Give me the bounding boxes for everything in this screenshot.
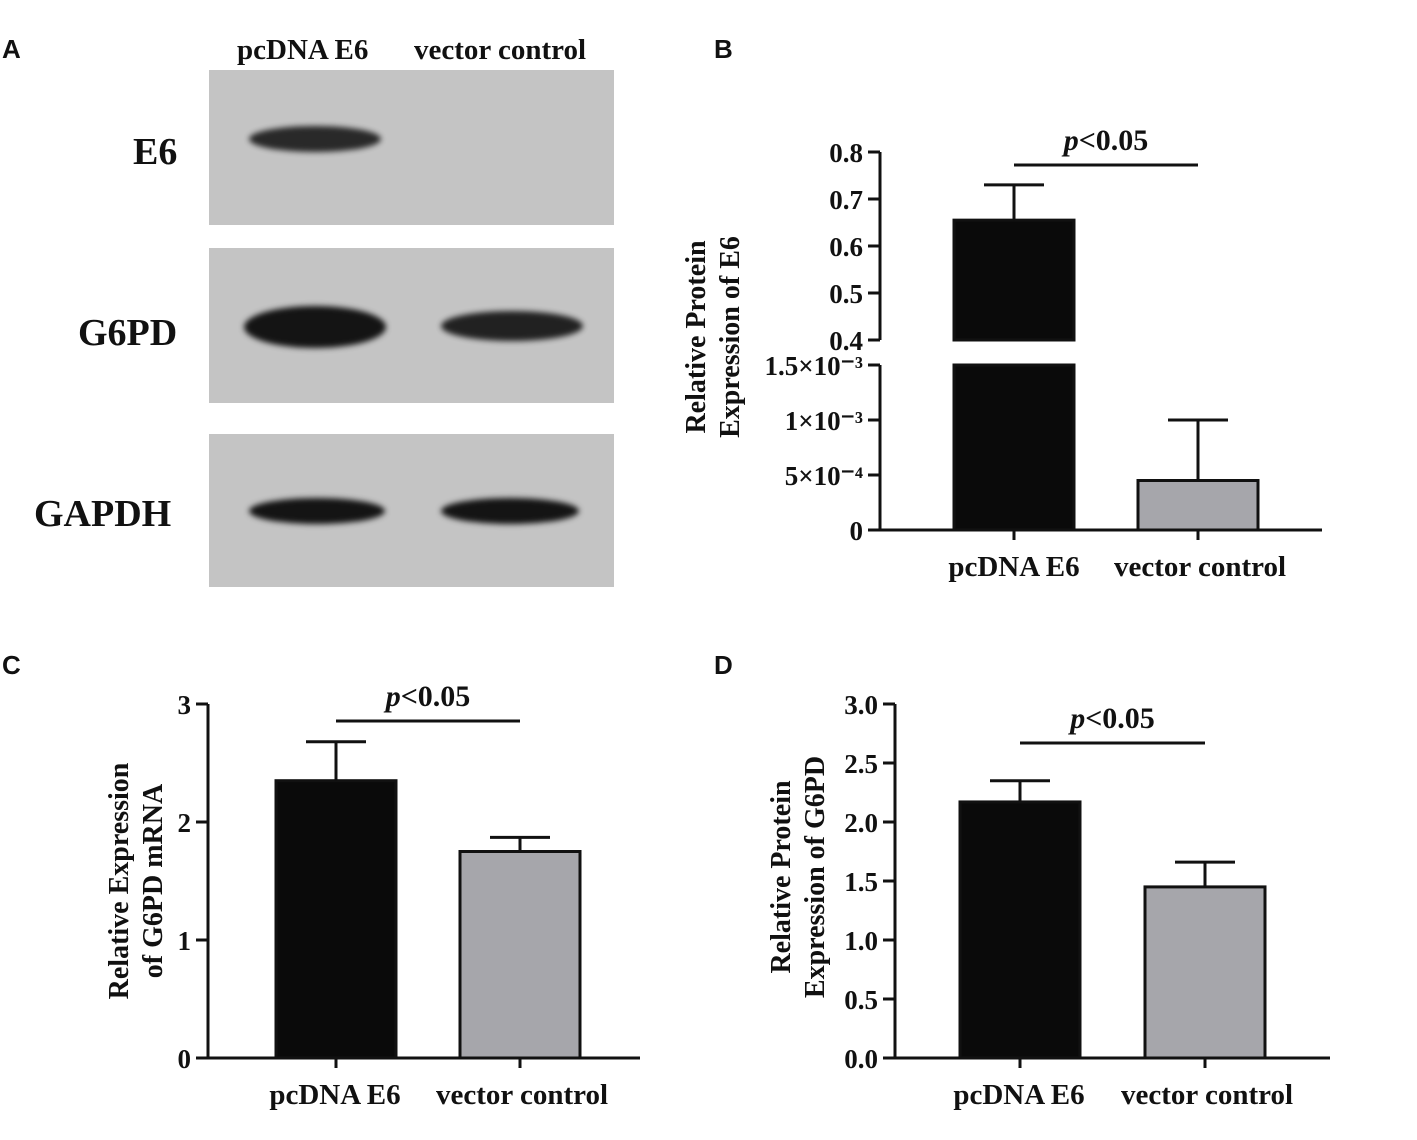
y-axis-label: Relative Protein Expression of E6 xyxy=(681,236,746,438)
band-g6pd-pcdna-e6 xyxy=(244,306,386,348)
panel-letter-d: D xyxy=(714,650,733,680)
x-tick-label: vector control xyxy=(436,1079,608,1111)
y-tick-label: 2.0 xyxy=(844,808,878,838)
bar-vector-control xyxy=(1143,885,1267,1060)
y-tick-label: 0.6 xyxy=(829,232,863,262)
y-tick-label: 0.8 xyxy=(829,138,863,168)
y-tick-label: 0.7 xyxy=(829,185,863,215)
p-value-label: p<0.05 xyxy=(1067,702,1155,735)
lane-label-vector-control: vector control xyxy=(414,34,587,66)
band-gapdh-pcdna-e6 xyxy=(249,498,385,524)
blot-strip-e6 xyxy=(209,70,614,225)
lane-label-pcdna-e6: pcDNA E6 xyxy=(237,34,369,66)
y-tick-label: 3.0 xyxy=(844,690,878,720)
y-tick-label: 1.5 xyxy=(844,867,878,897)
x-tick-label: vector control xyxy=(1121,1079,1293,1111)
y-tick-label: 0 xyxy=(178,1044,192,1074)
y-tick-label: 5×10⁻⁴ xyxy=(785,461,863,491)
y-axis-label: Relative Expression of G6PD mRNA xyxy=(104,762,169,999)
y-tick-label: 0.0 xyxy=(844,1044,878,1074)
row-label-g6pd: G6PD xyxy=(78,312,178,354)
bar-pcdna-e6-lower xyxy=(952,363,1076,532)
blot-strip-g6pd xyxy=(209,248,614,403)
chart-b: 0 5×10⁻⁴ 1×10⁻³ 1.5×10⁻³0.4 0.5 0.6 0.7 0.8 pcDN… xyxy=(681,124,1322,583)
blot-strip-gapdh xyxy=(209,434,614,587)
y-tick-label: 0.5 xyxy=(829,279,863,309)
y-tick-label: 0.4 xyxy=(829,326,863,356)
y-tick-label: 1 xyxy=(178,926,192,956)
chart-d: 0.0 0.5 1.0 1.5 2.0 2.5 3.0 pcDNA E6 vector cont… xyxy=(766,690,1330,1111)
x-tick-label: pcDNA E6 xyxy=(948,551,1079,583)
y-tick-label: 1×10⁻³ xyxy=(785,406,863,436)
panel-letter-c: C xyxy=(2,650,21,680)
x-tick-label: pcDNA E6 xyxy=(953,1079,1084,1111)
y-tick-label: 2 xyxy=(178,808,192,838)
band-e6-pcdna-e6 xyxy=(249,126,381,152)
y-tick-label: 0 xyxy=(850,516,864,546)
bar-vector-control xyxy=(458,850,582,1060)
y-tick-label: 2.5 xyxy=(844,749,878,779)
x-tick-label: pcDNA E6 xyxy=(269,1079,400,1111)
band-g6pd-vector-control xyxy=(441,311,583,341)
panel-letter-a: A xyxy=(2,34,21,64)
bar-pcdna-e6-upper xyxy=(952,218,1076,342)
y-tick-label: 1.5×10⁻³ xyxy=(765,351,863,381)
y-tick-label: 1.0 xyxy=(844,926,878,956)
y-axis-label: Relative Protein Expression of G6PD xyxy=(766,756,831,998)
y-tick-label: 3 xyxy=(178,690,192,720)
panel-letter-b: B xyxy=(714,34,733,64)
x-tick-label: vector control xyxy=(1114,551,1286,583)
y-tick-label: 0.5 xyxy=(844,985,878,1015)
band-gapdh-vector-control xyxy=(441,498,579,524)
row-label-gapdh: GAPDH xyxy=(34,493,172,535)
p-value-label: p<0.05 xyxy=(1061,124,1149,157)
p-value-label: p<0.05 xyxy=(383,680,471,713)
chart-c: 0 1 2 3 pcDNA E6 vector control p<0.05 Relative… xyxy=(104,680,640,1111)
row-label-e6: E6 xyxy=(133,131,178,173)
bar-vector-control xyxy=(1136,479,1260,532)
bar-pcdna-e6 xyxy=(958,800,1082,1060)
bar-pcdna-e6 xyxy=(274,779,398,1060)
